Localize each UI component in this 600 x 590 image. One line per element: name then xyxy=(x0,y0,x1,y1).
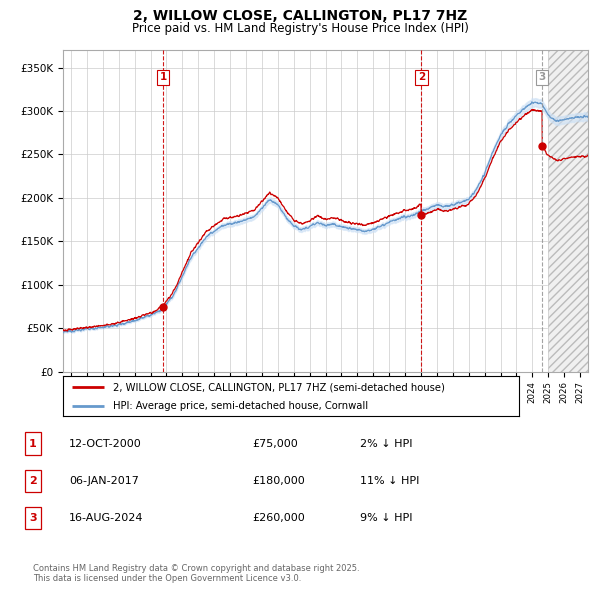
Text: 06-JAN-2017: 06-JAN-2017 xyxy=(69,476,139,486)
Text: £260,000: £260,000 xyxy=(252,513,305,523)
Text: 2% ↓ HPI: 2% ↓ HPI xyxy=(360,439,413,448)
Text: 9% ↓ HPI: 9% ↓ HPI xyxy=(360,513,413,523)
Text: 2, WILLOW CLOSE, CALLINGTON, PL17 7HZ (semi-detached house): 2, WILLOW CLOSE, CALLINGTON, PL17 7HZ (s… xyxy=(113,382,445,392)
Text: 3: 3 xyxy=(29,513,37,523)
Text: £75,000: £75,000 xyxy=(252,439,298,448)
Text: Contains HM Land Registry data © Crown copyright and database right 2025.
This d: Contains HM Land Registry data © Crown c… xyxy=(33,563,359,583)
Text: 1: 1 xyxy=(160,73,167,83)
Text: 16-AUG-2024: 16-AUG-2024 xyxy=(69,513,143,523)
Text: HPI: Average price, semi-detached house, Cornwall: HPI: Average price, semi-detached house,… xyxy=(113,401,368,411)
Text: 2: 2 xyxy=(418,73,425,83)
Text: Price paid vs. HM Land Registry's House Price Index (HPI): Price paid vs. HM Land Registry's House … xyxy=(131,22,469,35)
Text: 2, WILLOW CLOSE, CALLINGTON, PL17 7HZ: 2, WILLOW CLOSE, CALLINGTON, PL17 7HZ xyxy=(133,9,467,23)
Text: 1: 1 xyxy=(29,439,37,448)
Text: 12-OCT-2000: 12-OCT-2000 xyxy=(69,439,142,448)
Text: £180,000: £180,000 xyxy=(252,476,305,486)
Text: 3: 3 xyxy=(539,73,546,83)
Text: 11% ↓ HPI: 11% ↓ HPI xyxy=(360,476,419,486)
Text: 2: 2 xyxy=(29,476,37,486)
